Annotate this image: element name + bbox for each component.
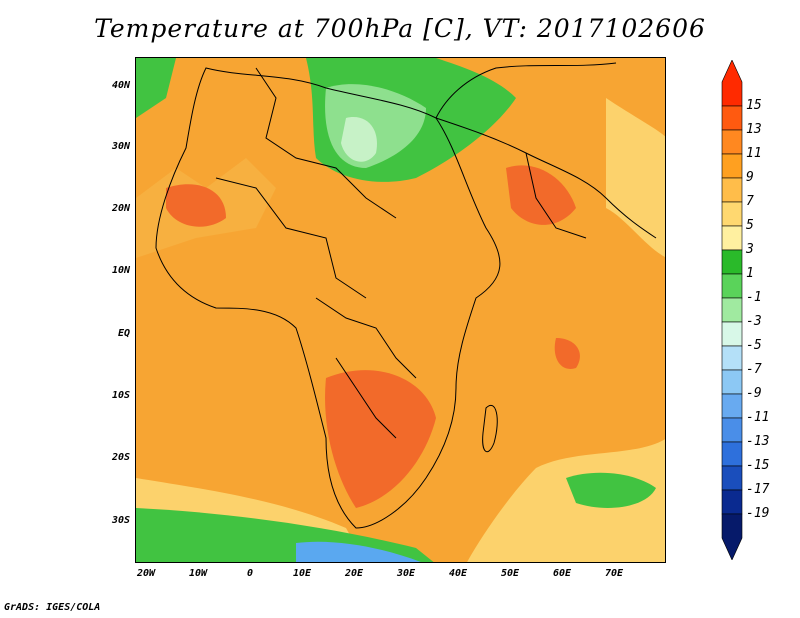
colorbar-swatch: [721, 489, 743, 515]
colorbar-label: 7: [746, 194, 754, 209]
colorbar-swatch: [721, 369, 743, 395]
border-5: [525, 152, 587, 239]
colorbar-swatch: [721, 465, 743, 491]
border-3: [315, 297, 417, 379]
colorbar-label: 11: [746, 146, 762, 161]
colorbar-label: 13: [746, 122, 762, 137]
colorbar-swatch: [721, 417, 743, 443]
madagascar: [482, 405, 498, 453]
colorbar-label: 9: [746, 170, 754, 185]
colorbar-label: -11: [746, 410, 770, 425]
colorbar-label: 3: [746, 242, 754, 257]
x-tick-label: 20W: [136, 568, 156, 579]
x-tick-label: 10W: [188, 568, 208, 579]
colorbar-label: -3: [746, 314, 762, 329]
field-cool-nw: [136, 58, 176, 118]
mediterranean-east: [435, 62, 617, 119]
colorbar-label: -9: [746, 386, 762, 401]
x-tick-label: 50E: [500, 568, 520, 579]
colorbar-swatch: [721, 513, 743, 560]
y-tick-label: 10S: [111, 390, 130, 401]
grads-credit: GrADS: IGES/COLA: [4, 602, 101, 613]
field-hot-sahara: [166, 184, 226, 227]
y-tick-label: 30N: [111, 141, 130, 152]
x-tick-label: 0: [246, 568, 254, 579]
border-2: [215, 177, 367, 299]
colorbar-swatch: [721, 201, 743, 227]
colorbar-label: 5: [746, 218, 754, 233]
map-title: Temperature at 700hPa [C], VT: 201710260…: [94, 14, 706, 43]
y-tick-label: 30S: [111, 515, 130, 526]
field-hot-southern-africa: [325, 370, 436, 508]
field-palegreen-med: [341, 117, 377, 162]
colorbar-swatch: [721, 393, 743, 419]
colorbar-swatch: [721, 321, 743, 347]
field-mild-south-ocean: [467, 439, 665, 562]
colorbar-label: -15: [746, 458, 770, 473]
colorbar-swatch: [721, 297, 743, 323]
y-tick-label: EQ: [117, 328, 130, 339]
colorbar-label: -1: [746, 290, 762, 305]
arabia-coast: [435, 117, 657, 239]
colorbar-swatch: [721, 60, 743, 107]
y-tick-label: 40N: [111, 80, 130, 91]
colorbar-swatch: [721, 105, 743, 131]
colorbar-label: -19: [746, 506, 770, 521]
colorbar-swatch: [721, 129, 743, 155]
coastlines: [155, 62, 657, 529]
y-tick-label: 10N: [111, 265, 130, 276]
colorbar-swatch: [721, 177, 743, 203]
colorbar-label: -13: [746, 434, 770, 449]
field-mild-india: [606, 98, 665, 257]
colorbar: [721, 60, 743, 560]
x-tick-label: 10E: [292, 568, 312, 579]
colorbar-label: 1: [746, 266, 754, 281]
colorbar-swatch: [721, 273, 743, 299]
field-hot-ocean: [554, 338, 580, 369]
y-tick-label: 20S: [111, 452, 130, 463]
colorbar-label: -5: [746, 338, 762, 353]
colorbar-swatch: [721, 249, 743, 275]
x-tick-label: 20E: [344, 568, 364, 579]
temperature-map: [135, 57, 666, 563]
colorbar-label: -7: [746, 362, 762, 377]
field-cold-south: [296, 541, 421, 562]
border-1: [255, 67, 397, 219]
x-tick-label: 30E: [396, 568, 416, 579]
colorbar-swatch: [721, 153, 743, 179]
map-canvas: [136, 58, 665, 562]
colorbar-label: -17: [746, 482, 770, 497]
colorbar-swatch: [721, 225, 743, 251]
border-4: [335, 357, 397, 439]
colorbar-label: 15: [746, 98, 762, 113]
colorbar-swatch: [721, 345, 743, 371]
y-tick-label: 20N: [111, 203, 130, 214]
x-tick-label: 60E: [552, 568, 572, 579]
x-tick-label: 40E: [448, 568, 468, 579]
field-cool-southeast: [566, 472, 656, 508]
colorbar-segments: [721, 60, 743, 560]
colorbar-swatch: [721, 441, 743, 467]
x-tick-label: 70E: [604, 568, 624, 579]
field-hot-arabia: [506, 165, 576, 225]
